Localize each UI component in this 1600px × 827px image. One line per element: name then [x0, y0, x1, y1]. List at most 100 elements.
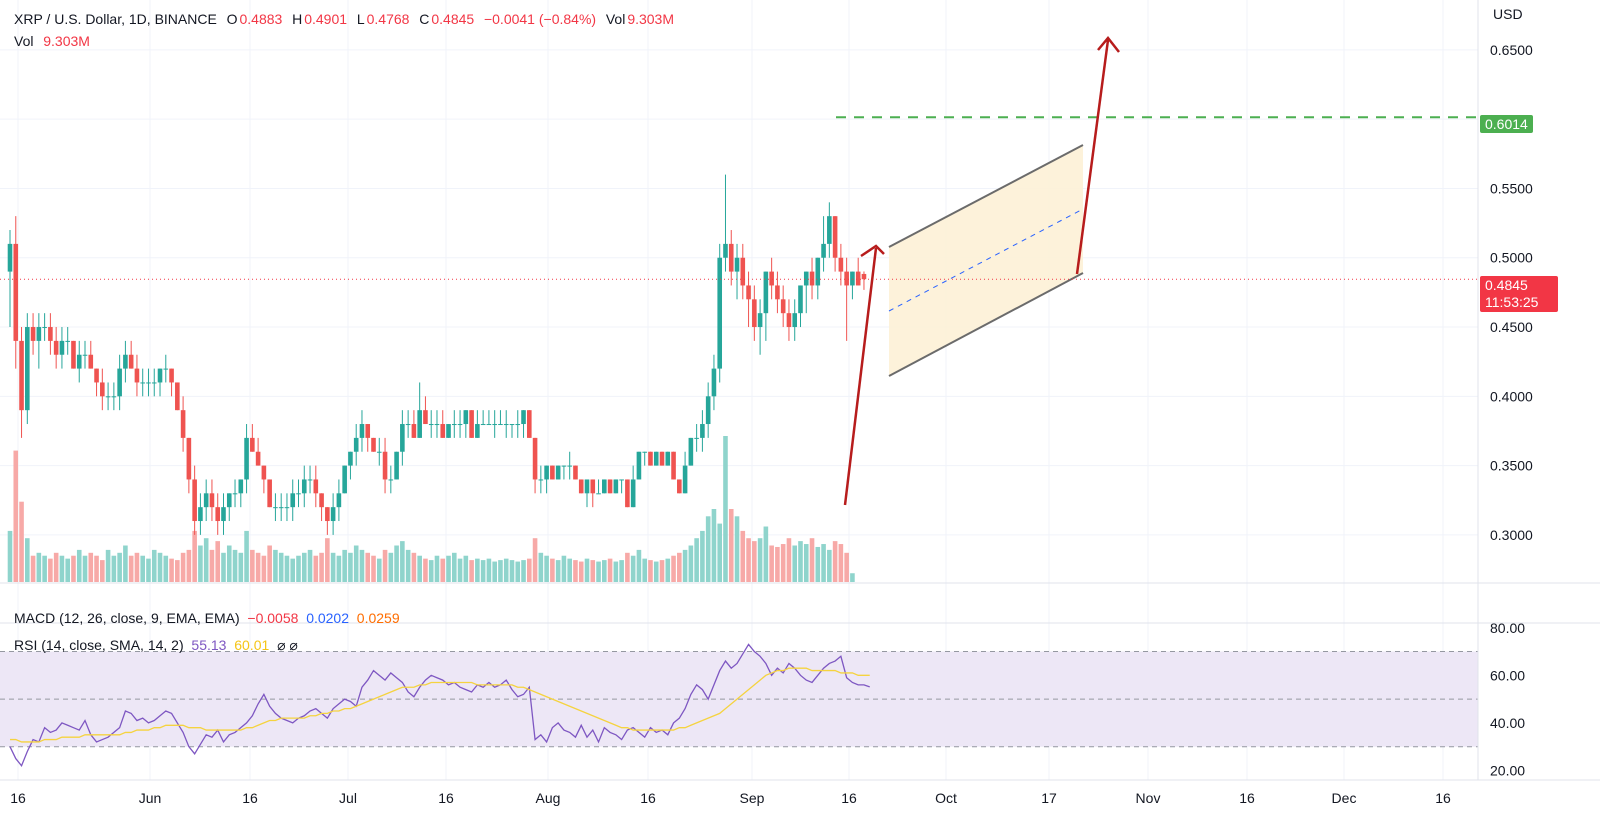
volume-bar — [405, 549, 411, 582]
flagpole-arrow — [843, 247, 878, 506]
candle-body — [42, 327, 47, 329]
volume-label: Vol — [605, 11, 626, 27]
macd-signal-value: 0.0202 — [306, 610, 350, 626]
volume-bar — [648, 560, 653, 582]
volume-bar — [550, 558, 555, 582]
volume-bar — [642, 558, 647, 582]
candle-body — [267, 479, 272, 508]
volume-bar — [261, 555, 267, 582]
channel-fill — [889, 145, 1083, 376]
candle-body — [855, 271, 861, 286]
candle-body — [757, 313, 763, 328]
rsi-sma-value: 60.01 — [234, 637, 270, 653]
axes: 0.6500 0.5500 0.5000 0.4500 0.4000 0.3500 0.30… — [0, 0, 1600, 806]
volume-bar — [521, 560, 526, 582]
close-label: C — [419, 11, 430, 27]
candle-body — [376, 451, 382, 453]
candle-body — [140, 382, 146, 384]
rsi-legend[interactable]: RSI (14, close, SMA, 14, 2) 55.13 60.01 … — [14, 637, 298, 654]
volume-bar — [619, 560, 624, 582]
candle-body — [19, 340, 24, 411]
volume-bar — [423, 558, 428, 582]
candle-body — [602, 479, 607, 494]
candle-body — [463, 410, 469, 425]
candle-body — [301, 479, 307, 494]
volume-bar — [688, 545, 694, 582]
volume-bar — [682, 549, 688, 582]
volume-bar — [803, 544, 809, 582]
volume-bar — [486, 558, 492, 582]
volume-bar — [440, 558, 446, 582]
volume-bars — [7, 436, 855, 582]
volume-bar — [59, 555, 65, 582]
candle-body — [394, 451, 399, 480]
volume-bar — [325, 538, 330, 582]
breakout-arrow-head — [1097, 36, 1120, 53]
volume-bar — [117, 552, 122, 582]
time-tick-label: Nov — [1136, 790, 1161, 806]
volume-bar — [278, 552, 284, 582]
volume-bar — [313, 555, 319, 582]
volume-bar — [284, 555, 290, 582]
candle-body — [630, 479, 636, 508]
macd-legend[interactable]: MACD (12, 26, close, 9, EMA, EMA) −0.005… — [14, 610, 400, 626]
bar-countdown: 11:53:25 — [1485, 294, 1539, 310]
price-channel-drawing — [888, 144, 1084, 377]
volume-bar — [746, 538, 751, 582]
candle-body — [486, 424, 492, 426]
volume-bar — [36, 552, 42, 582]
candle-body — [423, 410, 428, 425]
volume-bar — [394, 545, 399, 582]
candle-body — [325, 507, 330, 522]
candle-body — [677, 479, 682, 494]
volume-bar — [700, 530, 705, 582]
volume-bar — [538, 552, 544, 582]
volume-bar — [53, 552, 59, 582]
candle-body — [567, 465, 572, 467]
volume-bar — [457, 558, 463, 582]
volume-bar — [665, 558, 671, 582]
candle-body — [65, 340, 70, 342]
volume-bar — [815, 546, 821, 582]
volume-bar — [838, 544, 844, 582]
volume-bar — [226, 545, 232, 582]
candle-body — [815, 257, 821, 286]
time-tick-label: 16 — [1435, 790, 1451, 806]
volume-bar — [290, 558, 296, 582]
volume-bar — [752, 541, 757, 582]
volume-bar — [434, 555, 440, 582]
open-label: O — [226, 11, 238, 27]
candle-body — [682, 465, 688, 494]
candle-body — [475, 424, 480, 438]
volume-bar — [527, 558, 532, 582]
candle-body — [180, 410, 186, 438]
candle-body — [561, 465, 567, 467]
candle-body — [198, 507, 203, 522]
volume-bar — [630, 555, 636, 582]
price-tick-label: 0.3000 — [1490, 527, 1533, 543]
rsi-tick-label: 20.00 — [1490, 762, 1525, 778]
candle-body — [827, 216, 832, 244]
candle-body — [405, 424, 411, 426]
volume-bar — [209, 549, 215, 582]
volume-bar — [694, 538, 699, 582]
volume-bar — [301, 552, 307, 582]
volume-legend[interactable]: Vol 9.303M — [14, 33, 92, 49]
price-tick-label: 0.5500 — [1490, 180, 1533, 196]
candle-body — [550, 465, 555, 480]
candle-body — [775, 285, 780, 300]
symbol-legend[interactable]: XRP / U.S. Dollar, 1D, BINANCE O 0.4883 H… — [14, 11, 676, 27]
channel-upper-line — [888, 144, 1084, 248]
candle-body — [469, 410, 474, 438]
rsi-line — [9, 643, 870, 767]
candle-body — [653, 451, 659, 466]
candle-body — [244, 437, 249, 480]
volume-indicator-value: 9.303M — [43, 33, 90, 49]
volume-bar — [717, 523, 723, 582]
volume-bar — [42, 555, 47, 582]
candle-body — [480, 424, 486, 426]
candle-body — [232, 493, 238, 495]
candle-body — [169, 368, 174, 383]
volume-bar — [492, 561, 497, 582]
